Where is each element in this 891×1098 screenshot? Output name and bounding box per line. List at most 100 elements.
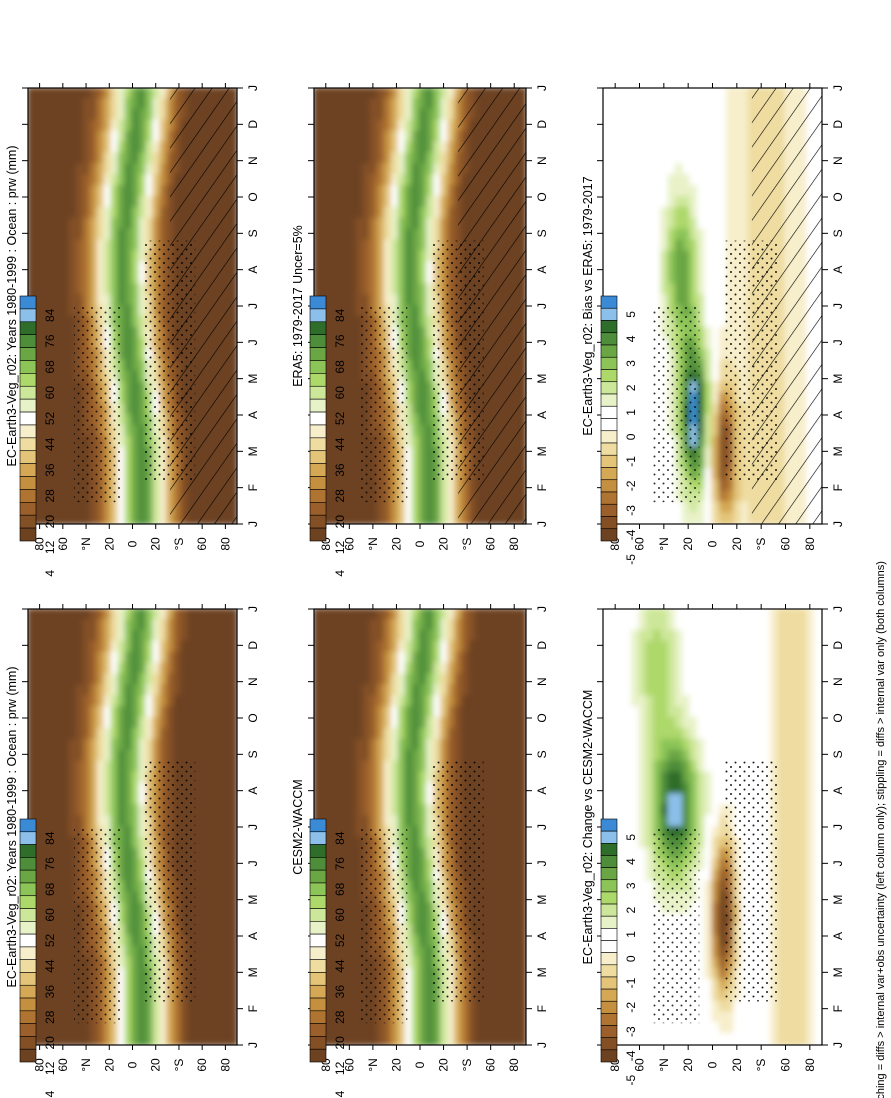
- heatmap-cell: [348, 239, 358, 253]
- heatmap-cell: [419, 479, 429, 493]
- heatmap-cell: [82, 174, 92, 188]
- heatmap-cell: [496, 804, 506, 818]
- heatmap-cell: [180, 706, 190, 719]
- heatmap-cell: [440, 651, 450, 665]
- heatmap-cell: [54, 217, 64, 231]
- heatmap-cell: [47, 935, 57, 948]
- heatmap-cell: [222, 989, 232, 1003]
- heatmap-field: [28, 88, 237, 524]
- heatmap-cell: [40, 684, 50, 698]
- heatmap-cell: [404, 629, 414, 643]
- heatmap-cell: [411, 978, 421, 992]
- y-tick-label: 80: [507, 537, 521, 551]
- heatmap-cell: [131, 793, 141, 807]
- heatmap-cell: [397, 695, 407, 709]
- heatmap-cell: [68, 673, 78, 687]
- heatmap-cell: [426, 1011, 436, 1025]
- heatmap-cell: [40, 326, 50, 340]
- heatmap-cell: [348, 370, 358, 384]
- heatmap-cell: [327, 261, 337, 275]
- heatmap-cell: [75, 294, 85, 307]
- heatmap-cell: [33, 501, 43, 515]
- heatmap-cell: [426, 119, 436, 133]
- heatmap-cell: [355, 891, 365, 905]
- heatmap-cell: [82, 108, 92, 122]
- heatmap-cell: [208, 609, 218, 621]
- colorbar-swatch: [309, 295, 327, 310]
- heatmap-cell: [173, 618, 183, 632]
- heatmap-cell: [404, 196, 414, 209]
- heatmap-cell: [447, 749, 457, 763]
- heatmap-cell: [201, 935, 211, 948]
- heatmap-cell: [75, 609, 85, 621]
- heatmap-cell: [61, 978, 71, 992]
- heatmap-cell: [411, 717, 421, 730]
- heatmap-cell: [327, 935, 337, 948]
- heatmap-cell: [103, 130, 113, 144]
- heatmap-cell: [397, 261, 407, 275]
- heatmap-cell: [334, 793, 344, 807]
- heatmap-cell: [68, 1011, 78, 1025]
- heatmap-cell: [369, 706, 379, 719]
- heatmap-cell: [341, 673, 351, 687]
- heatmap-cell: [362, 141, 372, 155]
- heatmap-cell: [194, 804, 204, 818]
- heatmap-cell: [348, 392, 358, 406]
- heatmap-cell: [40, 826, 50, 839]
- heatmap-cell: [327, 1022, 337, 1036]
- heatmap-cell: [131, 501, 141, 515]
- heatmap-cell: [397, 640, 407, 654]
- heatmap-cell: [61, 967, 71, 981]
- heatmap-cell: [110, 294, 120, 307]
- heatmap-cell: [166, 717, 176, 730]
- heatmap-cell: [489, 760, 499, 774]
- heatmap-cell: [96, 163, 106, 177]
- heatmap-cell: [96, 88, 106, 100]
- heatmap-cell: [419, 727, 429, 741]
- heatmap-cell: [334, 771, 344, 785]
- heatmap-cell: [334, 108, 344, 122]
- heatmap-cell: [75, 727, 85, 741]
- heatmap-cell: [404, 130, 414, 144]
- heatmap-cell: [419, 468, 429, 482]
- heatmap-cell: [397, 673, 407, 687]
- heatmap-cell: [68, 609, 78, 621]
- heatmap-cell: [334, 717, 344, 730]
- heatmap-cell: [355, 152, 365, 166]
- heatmap-cell: [369, 250, 379, 264]
- heatmap-cell: [96, 782, 106, 796]
- heatmap-cell: [152, 206, 162, 220]
- heatmap-cell: [404, 446, 414, 460]
- panel-p1: 80 60 °N 20 0 20 °S 60 80JFMAMJJASONDJEC-Earth3-…: [5, 83, 260, 577]
- heatmap-cell: [61, 141, 71, 155]
- heatmap-cell: [355, 228, 365, 242]
- heatmap-cell: [314, 88, 323, 100]
- heatmap-cell: [61, 891, 71, 905]
- heatmap-cell: [68, 141, 78, 155]
- heatmap-cell: [103, 651, 113, 665]
- heatmap-cell: [33, 782, 43, 796]
- heatmap-cell: [419, 490, 429, 504]
- heatmap-cell: [369, 727, 379, 741]
- heatmap-cell: [68, 804, 78, 818]
- heatmap-cell: [33, 727, 43, 741]
- heatmap-cell: [33, 618, 43, 632]
- heatmap-cell: [447, 108, 457, 122]
- heatmap-cell: [89, 261, 99, 275]
- heatmap-cell: [461, 1022, 471, 1036]
- heatmap-cell: [348, 196, 358, 209]
- y-tick-label: 60: [56, 1058, 70, 1072]
- heatmap-cell: [369, 760, 379, 774]
- heatmap-cell: [447, 490, 457, 504]
- heatmap-cell: [314, 717, 323, 730]
- heatmap-cell: [454, 727, 464, 741]
- heatmap-cell: [173, 684, 183, 698]
- heatmap-cell: [355, 935, 365, 948]
- heatmap-cell: [28, 782, 36, 796]
- heatmap-cell: [314, 727, 323, 741]
- heatmap-cell: [47, 760, 57, 774]
- heatmap-cell: [208, 651, 218, 665]
- heatmap-cell: [138, 662, 148, 676]
- heatmap-cell: [54, 695, 64, 709]
- heatmap-cell: [334, 847, 344, 861]
